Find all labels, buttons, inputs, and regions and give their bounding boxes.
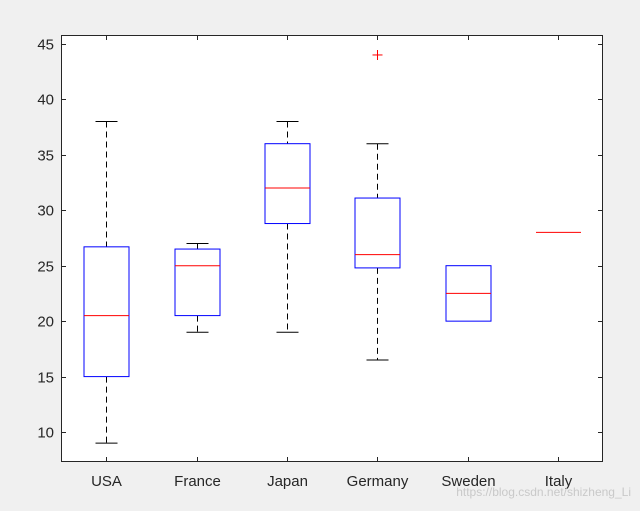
x-tick-label: Sweden [441, 473, 495, 490]
x-tick-label: France [174, 473, 221, 490]
iqr-box [174, 248, 221, 317]
x-tick-label: Germany [347, 473, 409, 490]
y-tick-label: 30 [37, 203, 54, 220]
box-group-germany [354, 49, 401, 361]
watermark-text: https://blog.csdn.net/shizheng_Li [456, 485, 631, 499]
box-group-sweden [445, 265, 492, 322]
x-tick-label: Italy [545, 473, 573, 490]
y-tick-label: 20 [37, 314, 54, 331]
axes-frame [61, 35, 603, 462]
x-tick-label: Japan [267, 473, 308, 490]
y-tick-label: 45 [37, 37, 54, 54]
x-tick-label: USA [91, 473, 122, 490]
y-tick-label: 10 [37, 425, 54, 442]
iqr-box [264, 143, 311, 225]
axes-background [61, 35, 603, 462]
y-tick-label: 15 [37, 370, 54, 387]
box-group-japan [264, 121, 311, 333]
y-axis: 10 15 20 25 30 35 40 45 [37, 37, 603, 442]
box-group-france [174, 243, 221, 333]
x-axis: USA France Japan Germany Sweden Italy [91, 35, 573, 490]
box-group-usa [83, 121, 130, 444]
iqr-box [83, 246, 130, 378]
iqr-box [354, 197, 401, 269]
y-tick-label: 35 [37, 148, 54, 165]
y-tick-label: 25 [37, 259, 54, 276]
box-plots [83, 49, 581, 444]
y-tick-label: 40 [37, 92, 54, 109]
